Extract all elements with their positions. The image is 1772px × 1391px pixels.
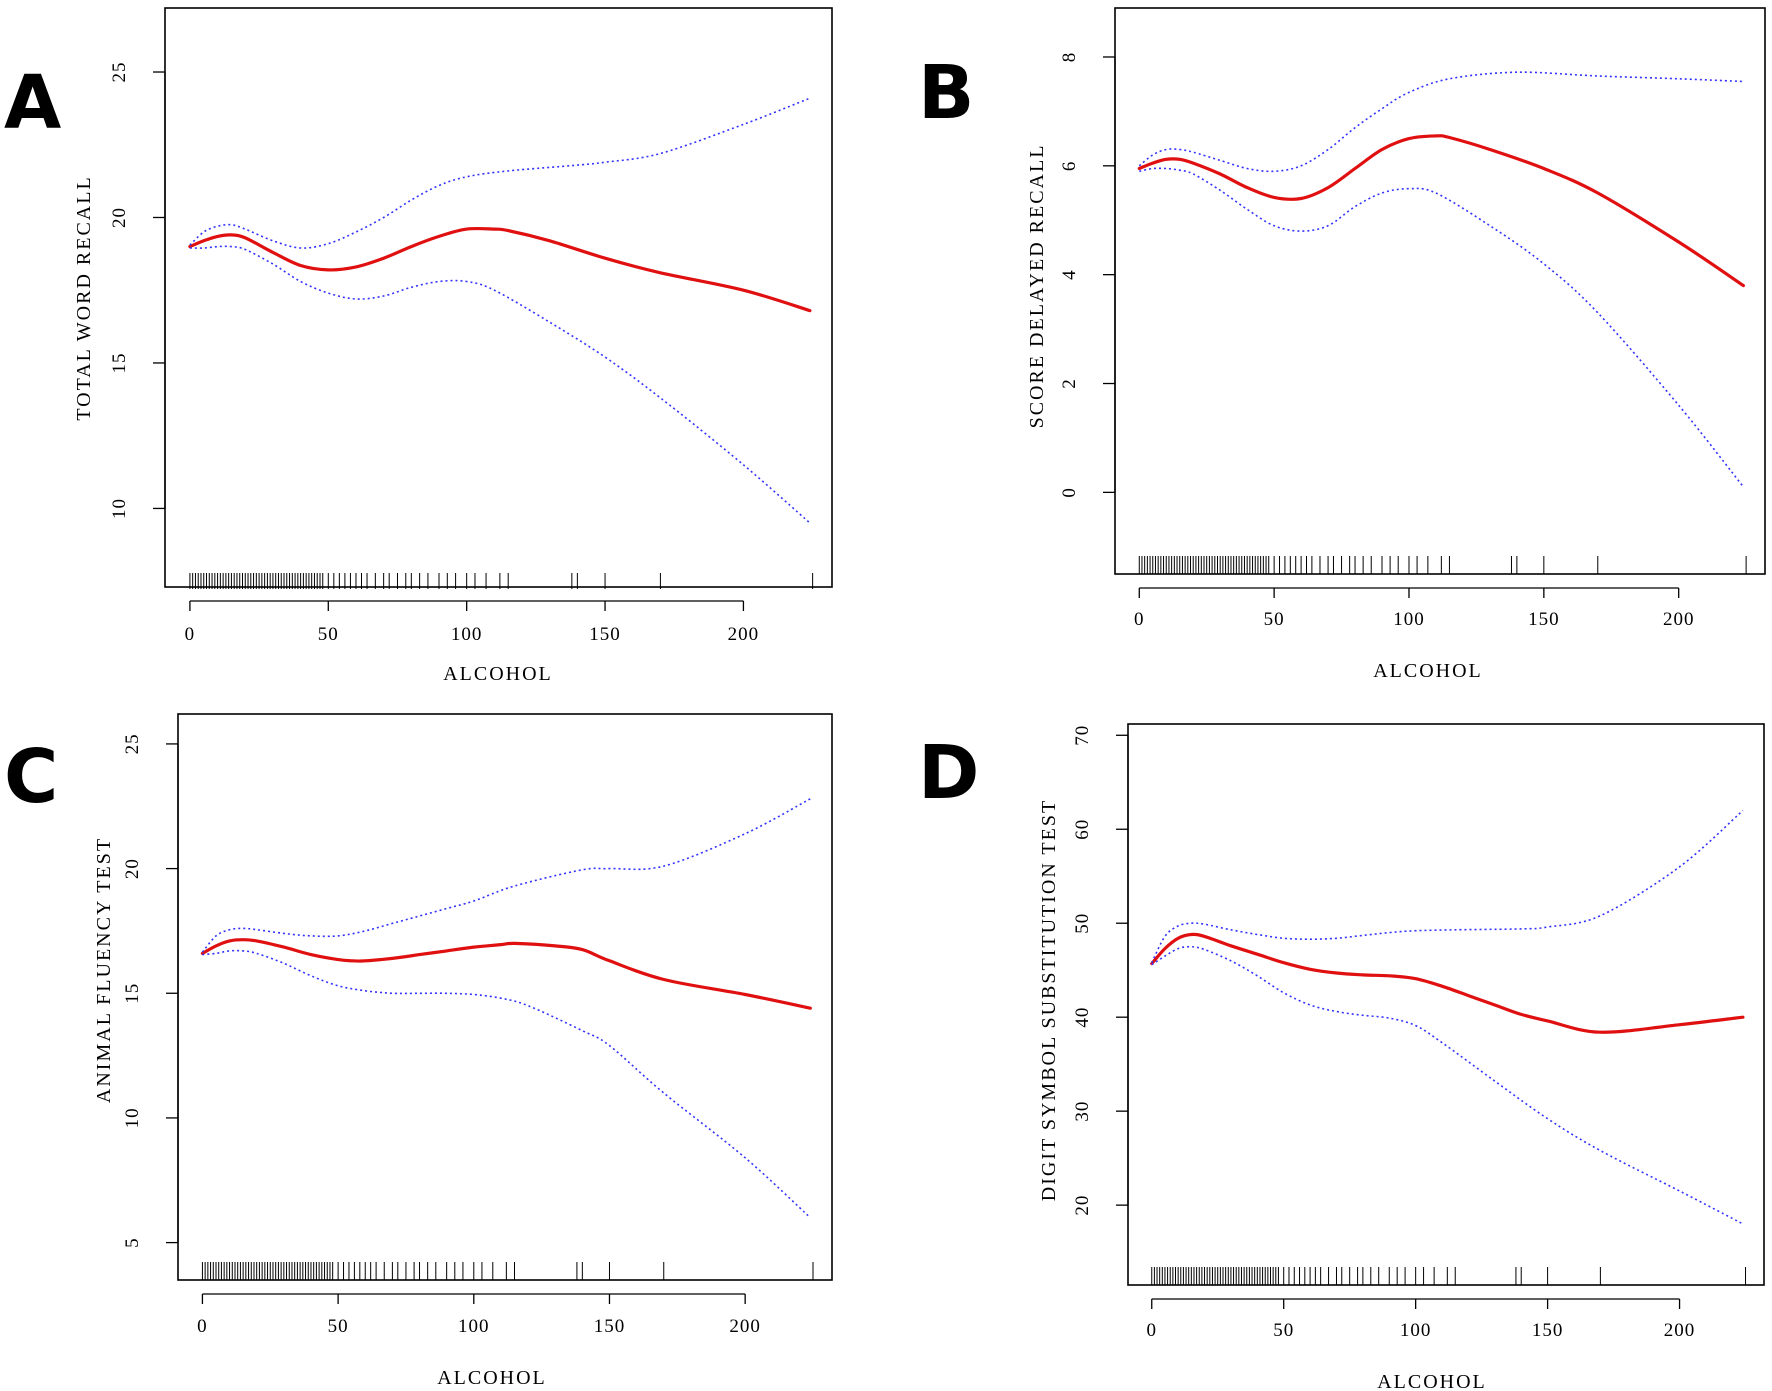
panel-d-rug bbox=[1151, 1267, 1747, 1285]
panel-c-x-tick-label: 100 bbox=[458, 1316, 490, 1337]
panel-d-x-axis-title: ALCOHOL bbox=[1377, 1371, 1487, 1391]
panel-a-rug bbox=[189, 573, 814, 589]
panel-a-x-axis: 0 50 100 150 200 bbox=[185, 600, 760, 645]
panel-c-rug bbox=[201, 1262, 814, 1280]
panel-d-plot-frame bbox=[1127, 723, 1765, 1286]
panel-d-y-tick-label: 50 bbox=[1072, 913, 1093, 934]
panel-a-x-tick-label: 100 bbox=[451, 624, 483, 645]
panel-d-x-tick-label: 0 bbox=[1147, 1320, 1158, 1341]
panel-d-letter: D bbox=[918, 730, 979, 816]
panel-c-plot-frame bbox=[177, 713, 833, 1281]
panel-c-x-tick-label: 200 bbox=[729, 1316, 761, 1337]
panel-c-lower-ci-line bbox=[202, 949, 811, 1219]
panel-b-y-tick-label: 8 bbox=[1059, 52, 1080, 63]
panel-d-y-axis: 20 30 40 50 60 70 bbox=[1072, 725, 1129, 1216]
panel-b: B 0 2 4 6 8 0 50 100 150 200 ALCOHOL SCORE DELAY… bbox=[918, 7, 1766, 682]
panel-d-y-tick-label: 30 bbox=[1072, 1101, 1093, 1122]
panel-a-y-tick-label: 20 bbox=[109, 207, 130, 228]
panel-c-y-tick-label: 10 bbox=[122, 1107, 143, 1128]
panel-b-x-axis-title: ALCOHOL bbox=[1373, 660, 1483, 682]
panel-d: D 20 30 40 50 60 70 0 50 100 150 200 ALCOHOL DIGI… bbox=[918, 723, 1765, 1391]
panel-d-x-tick-label: 100 bbox=[1400, 1320, 1432, 1341]
panel-d-x-tick-label: 150 bbox=[1532, 1320, 1564, 1341]
panel-b-x-tick-label: 200 bbox=[1663, 609, 1695, 630]
panel-d-y-tick-label: 70 bbox=[1072, 725, 1093, 746]
panel-a-y-axis: 10 15 20 25 bbox=[109, 62, 166, 519]
panel-d-lower-ci-line bbox=[1151, 945, 1744, 1225]
panel-c-y-tick-label: 5 bbox=[122, 1237, 143, 1248]
panel-c-x-tick-label: 0 bbox=[197, 1316, 208, 1337]
panel-d-y-tick-label: 40 bbox=[1072, 1007, 1093, 1028]
panel-a-y-tick-label: 10 bbox=[109, 498, 130, 519]
panel-c-x-tick-label: 50 bbox=[328, 1316, 349, 1337]
panel-c-x-axis-title: ALCOHOL bbox=[437, 1367, 547, 1389]
panel-b-rug bbox=[1138, 556, 1747, 574]
panel-d-upper-ci-line bbox=[1151, 809, 1744, 964]
panel-d-fitted-line bbox=[1150, 932, 1745, 1034]
panel-c-y-tick-label: 15 bbox=[122, 983, 143, 1004]
panel-b-plot-frame bbox=[1114, 7, 1766, 575]
panel-d-y-tick-label: 20 bbox=[1072, 1195, 1093, 1216]
panel-a-y-tick-label: 25 bbox=[109, 62, 130, 83]
panel-b-y-tick-label: 4 bbox=[1059, 269, 1080, 280]
panel-a-x-tick-label: 50 bbox=[318, 624, 339, 645]
panel-b-lines bbox=[1137, 71, 1745, 488]
panel-c-x-axis: 0 50 100 150 200 bbox=[197, 1293, 761, 1337]
panel-b-y-axis-title: SCORE DELAYED RECALL bbox=[1026, 144, 1048, 429]
panel-a-letter: A bbox=[4, 60, 61, 146]
panel-a-x-axis-title: ALCOHOL bbox=[443, 663, 553, 685]
panel-a-x-tick-label: 200 bbox=[728, 624, 760, 645]
panel-c-letter: C bbox=[4, 734, 58, 820]
panel-a-y-axis-title: TOTAL WORD RECALL bbox=[73, 175, 95, 420]
panel-a-y-tick-label: 15 bbox=[109, 352, 130, 373]
panel-b-y-tick-label: 6 bbox=[1059, 161, 1080, 172]
panel-b-x-tick-label: 150 bbox=[1528, 609, 1560, 630]
panel-b-fitted-line bbox=[1137, 134, 1745, 288]
panel-c-upper-ci-line bbox=[201, 798, 811, 953]
panel-b-lower-ci-line bbox=[1139, 167, 1745, 488]
panel-b-x-tick-label: 100 bbox=[1393, 609, 1425, 630]
panel-c-y-tick-label: 25 bbox=[122, 733, 143, 754]
panel-b-y-tick-label: 2 bbox=[1059, 378, 1080, 389]
panel-c-y-axis: 5 10 15 20 25 bbox=[122, 733, 179, 1248]
panel-d-x-axis: 0 50 100 150 200 bbox=[1147, 1298, 1696, 1341]
panel-c-fitted-line bbox=[200, 938, 812, 1010]
panel-b-y-axis: 0 2 4 6 8 bbox=[1059, 52, 1116, 498]
panel-b-y-tick-label: 0 bbox=[1059, 487, 1080, 498]
panel-d-x-tick-label: 50 bbox=[1273, 1320, 1294, 1341]
panel-a-lower-ci-line bbox=[189, 245, 811, 524]
panel-a: A 10 15 20 25 0 50 100 150 200 ALCOHOL TOTAL WO… bbox=[4, 7, 833, 685]
panel-b-upper-ci-line bbox=[1138, 71, 1744, 173]
panel-b-x-tick-label: 50 bbox=[1264, 609, 1285, 630]
panel-b-x-axis: 0 50 100 150 200 bbox=[1134, 587, 1695, 630]
panel-d-x-tick-label: 200 bbox=[1664, 1320, 1696, 1341]
panel-b-letter: B bbox=[918, 50, 974, 136]
panel-c-lines bbox=[200, 798, 812, 1219]
panel-d-lines bbox=[1150, 809, 1745, 1225]
panel-c-y-tick-label: 20 bbox=[122, 858, 143, 879]
panel-a-plot-frame bbox=[164, 7, 833, 588]
panel-c-x-tick-label: 150 bbox=[594, 1316, 626, 1337]
panel-d-y-axis-title: DIGIT SYMBOL SUBSTITUTION TEST bbox=[1038, 799, 1060, 1201]
panel-c-y-axis-title: ANIMAL FLUENCY TEST bbox=[93, 837, 115, 1103]
panel-d-y-tick-label: 60 bbox=[1072, 819, 1093, 840]
panel-a-lines bbox=[188, 97, 812, 524]
panel-c: C 5 10 15 20 25 0 50 100 150 200 ALCOHOL ANIMAL … bbox=[4, 713, 833, 1389]
panel-a-upper-ci-line bbox=[189, 97, 811, 249]
panel-a-x-tick-label: 0 bbox=[185, 624, 196, 645]
panel-b-x-tick-label: 0 bbox=[1134, 609, 1145, 630]
panel-a-fitted-line bbox=[188, 226, 812, 313]
panel-a-x-tick-label: 150 bbox=[589, 624, 621, 645]
